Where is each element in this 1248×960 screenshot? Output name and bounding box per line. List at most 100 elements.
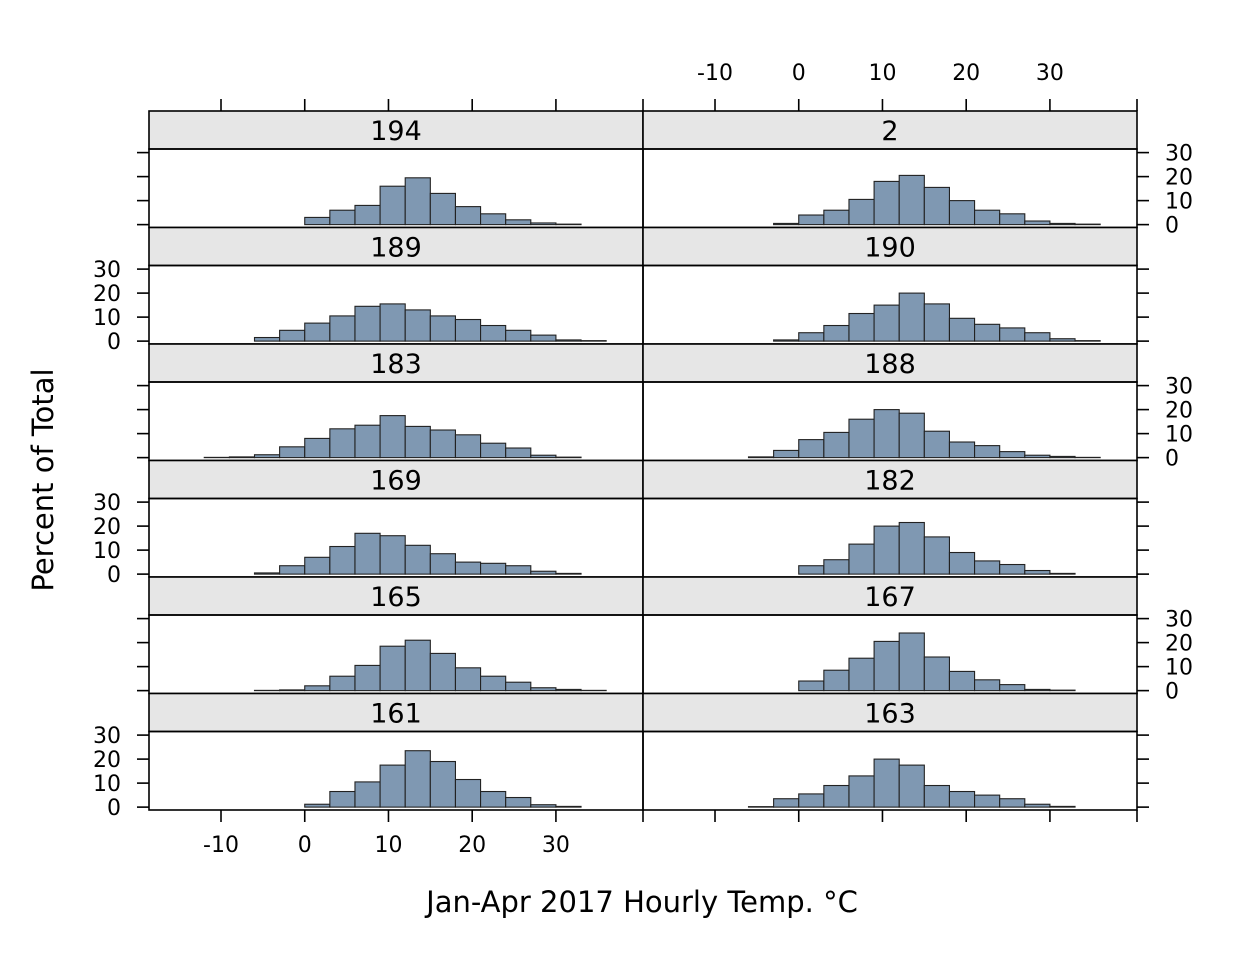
strip-background [148,459,644,500]
histogram-bar [404,177,431,226]
histogram-bar [480,675,507,692]
histogram-bar [823,324,850,342]
histogram-bar [848,657,875,692]
histogram-bar [454,561,482,575]
histogram-bar [429,760,456,808]
histogram-bar [773,449,800,459]
histogram-bar [454,318,482,342]
strip-label: 183 [370,349,422,380]
histogram-bar [974,679,1001,692]
y-tick-label: 0 [1165,680,1179,705]
histogram-bar [798,793,825,808]
histogram-bar [379,185,406,226]
histogram-bar [404,425,431,459]
histogram-bar [798,439,825,459]
strip-label: 2 [881,116,898,147]
y-tick-label: 30 [1165,375,1193,400]
histogram-bar [747,456,775,459]
histogram-bar [1049,455,1076,459]
strip-label: 169 [370,466,422,497]
strip-label: 194 [370,116,422,147]
panel-169: 169 [148,459,644,578]
histogram-bar [354,781,381,808]
strip-label: 167 [864,582,916,613]
histogram-bar [404,639,431,692]
histogram-bar [429,553,456,575]
x-tick-label: 20 [458,833,486,858]
strip-background [642,459,1138,500]
histogram-bar [873,640,900,692]
histogram-bar [454,434,482,459]
histogram-bar [873,409,900,459]
histogram-bar [555,805,582,808]
y-tick-label: 30 [1165,142,1193,167]
histogram-bar [253,454,281,459]
x-tick-label: 20 [952,61,980,86]
histogram-bar [798,565,825,575]
histogram-bar [304,437,331,459]
histogram-bar [948,317,976,342]
histogram-bar [480,442,507,459]
histogram-bar [279,565,306,575]
histogram-bar [304,685,331,692]
strip-background [148,110,644,150]
panel-182: 182 [642,459,1138,578]
x-tick-label: 30 [1036,61,1064,86]
histogram-bar [798,214,825,226]
histogram-bar [848,198,875,226]
histogram-bar [354,532,381,575]
histogram-bar [848,312,875,342]
histogram-bar [404,750,431,808]
histogram-bar [304,803,331,808]
histogram-bar [773,222,800,226]
histogram-bar [354,664,381,692]
histogram-bar [555,688,582,692]
panel-2: 2 [642,110,1138,229]
histogram-bar [974,445,1001,459]
histogram-bar [873,525,900,575]
panels-layer: 194 2 189 190 183 188 169 182 165 167 161 163 [148,110,1138,811]
histogram-bar [999,327,1026,342]
histogram-bar [329,675,356,692]
histogram-bar [1049,338,1076,342]
histogram-bar [228,456,256,459]
strip-label: 163 [864,699,916,730]
histogram-bar [898,174,925,226]
histogram-bar [898,632,925,692]
panel-167: 167 [642,576,1138,695]
histogram-bar [304,216,331,226]
histogram-bar [974,794,1001,808]
strip-background [642,110,1138,150]
strip-background [642,692,1138,733]
histogram-bar [304,322,331,342]
histogram-bar [823,209,850,226]
y-tick-label: 0 [1165,447,1179,472]
histogram-bar [530,454,557,459]
histogram-bar [530,570,557,575]
panel-189: 189 [148,226,644,345]
histogram-bar [429,429,456,459]
histogram-bar [823,784,850,808]
strip-label: 188 [864,349,916,380]
y-tick-label: 10 [93,539,121,564]
panel-194: 194 [148,110,644,229]
histogram-bar [773,798,800,808]
histogram-bar [1049,222,1076,226]
histogram-bar [948,670,976,692]
strip-label: 189 [370,233,422,264]
strip-background [148,343,644,383]
panel-161: 161 [148,692,644,811]
y-tick-label: 30 [93,258,121,283]
histogram-bar [1024,688,1051,692]
histogram-bar [379,535,406,575]
y-tick-label: 20 [1165,399,1193,424]
y-tick-label: 0 [107,796,121,821]
histogram-bar [530,334,557,342]
histogram-bar [555,572,582,575]
histogram-bar [999,213,1026,226]
histogram-bar [848,543,875,575]
strip-background [148,226,644,267]
y-tick-label: 10 [1165,190,1193,215]
x-tick-label: -10 [203,833,239,858]
